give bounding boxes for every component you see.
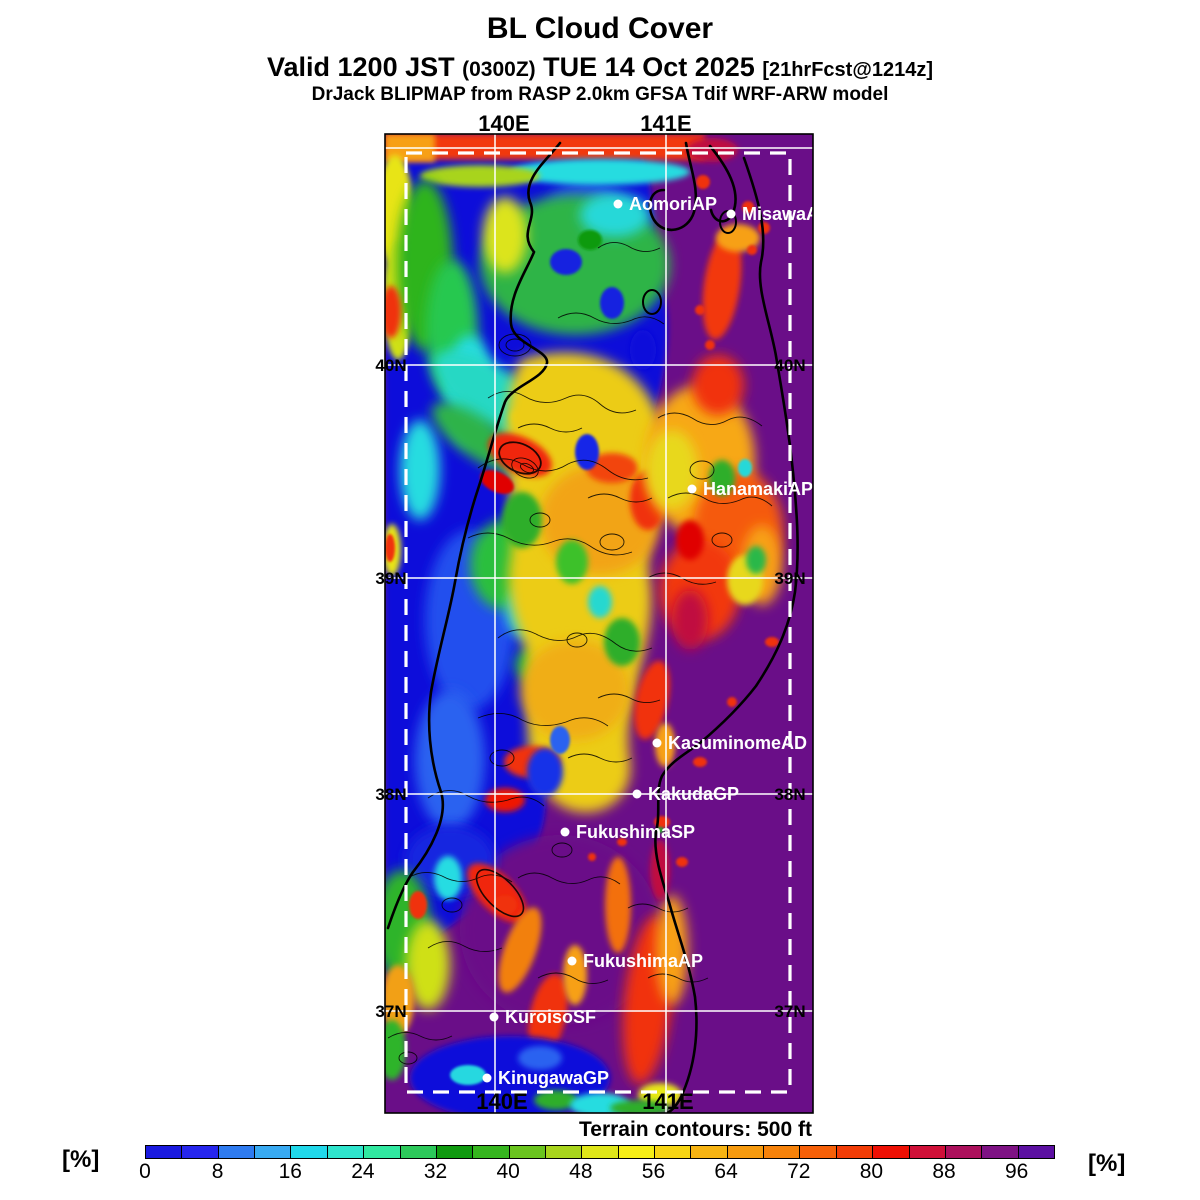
colorbar-segment <box>1017 1146 1054 1158</box>
station-label: HanamakiAP <box>703 479 813 499</box>
station-label: MisawaAD <box>742 204 832 224</box>
colorbar-segment <box>290 1146 327 1158</box>
colorbar-segment <box>181 1146 218 1158</box>
colorbar-segment <box>146 1146 182 1158</box>
station-dot <box>489 1012 499 1022</box>
colorbar-segment <box>435 1146 473 1158</box>
colorbar-tick-label: 88 <box>932 1160 956 1183</box>
station-dot <box>687 484 697 494</box>
map-border <box>384 133 814 1114</box>
colorbar-segment <box>799 1146 836 1158</box>
colorbar-segment <box>544 1146 582 1158</box>
terrain-contours-note: Terrain contours: 500 ft <box>579 1118 812 1141</box>
colorbar-tick-label: 16 <box>278 1160 302 1183</box>
colorbar-segment <box>617 1146 655 1158</box>
colorbar-unit-left: [%] <box>62 1146 100 1173</box>
axis-labels: 140E 141E 140E 141E 40N 39N 38N 37N 40N 39N 38N 37N <box>375 111 805 1114</box>
colorbar-tick-label: 56 <box>641 1160 666 1183</box>
cloud-cover-field <box>385 134 813 1113</box>
station-dot <box>567 956 577 966</box>
lon-label-top: 141E <box>640 111 691 136</box>
lat-label-right: 38N <box>774 785 805 804</box>
page-title: BL Cloud Cover <box>486 12 714 45</box>
station-dot <box>560 827 570 837</box>
station-label: FukushimaSP <box>576 822 695 842</box>
colorbar-segment <box>508 1146 545 1158</box>
colorbar-segment <box>326 1146 364 1158</box>
valid-time-utc: (0300Z) <box>462 58 536 81</box>
colorbar-tick-label: 40 <box>496 1160 520 1183</box>
colorbar-segment <box>581 1146 618 1158</box>
station-dot <box>632 789 642 799</box>
lon-label-bottom: 141E <box>642 1089 693 1114</box>
colorbar-segment <box>254 1146 291 1158</box>
model-info-line: DrJack BLIPMAP from RASP 2.0km GFSA Tdif… <box>311 84 889 105</box>
colorbar-segment <box>835 1146 873 1158</box>
colorbar-tick-label: 8 <box>211 1160 224 1183</box>
domain-boundary-dashed <box>404 151 792 1094</box>
lat-label-left: 37N <box>375 1002 406 1021</box>
valid-time-line: Valid 1200 JST (0300Z) TUE 14 Oct 2025 [… <box>0 52 1200 83</box>
lon-label-bottom: 140E <box>476 1089 527 1114</box>
station-label: KinugawaGP <box>498 1068 609 1088</box>
colorbar-tick-label: 32 <box>423 1160 448 1183</box>
colorbar-segment <box>399 1146 436 1158</box>
station-dot <box>482 1073 492 1083</box>
lon-label-top: 140E <box>478 111 529 136</box>
colorbar-segment <box>763 1146 800 1158</box>
station-label: KasuminomeAD <box>668 733 807 753</box>
colorbar-segment <box>872 1146 909 1158</box>
colorbar-segment <box>217 1146 255 1158</box>
valid-time-main: Valid 1200 JST <box>266 52 455 82</box>
colorbar-tick-labels: 0 8 16 24 32 40 48 56 64 72 80 88 96 <box>139 1160 1053 1184</box>
latlon-grid <box>385 134 813 1113</box>
colorbar-tick-label: 72 <box>787 1160 811 1183</box>
colorbar-tick-label: 64 <box>714 1160 738 1183</box>
terrain-contours <box>387 242 773 1065</box>
lat-label-left: 38N <box>375 785 406 804</box>
colorbar-tick-label: 80 <box>859 1160 884 1183</box>
colorbar-segment <box>726 1146 764 1158</box>
lat-label-right: 40N <box>774 356 805 375</box>
forecast-hour-tag: [21hrFcst@1214z] <box>762 59 933 81</box>
colorbar-segment <box>472 1146 509 1158</box>
lat-label-right: 37N <box>774 1002 805 1021</box>
coastlines <box>386 141 799 1113</box>
colorbar-segment <box>363 1146 400 1158</box>
lat-label-left: 40N <box>375 356 406 375</box>
colorbar-segment <box>654 1146 691 1158</box>
lat-label-right: 39N <box>774 569 805 588</box>
station-markers: AomoriAP MisawaAD HanamakiAP KasuminomeAD Ka… <box>482 194 832 1088</box>
station-dot <box>652 738 662 748</box>
station-dot <box>613 199 623 209</box>
station-dot <box>726 209 736 219</box>
valid-date: TUE 14 Oct 2025 <box>543 52 755 82</box>
colorbar-segment <box>690 1146 727 1158</box>
lat-label-left: 39N <box>375 569 406 588</box>
colorbar-segment <box>944 1146 982 1158</box>
station-label: KakudaGP <box>648 784 739 804</box>
station-label: AomoriAP <box>629 194 717 214</box>
colorbar-tick-label: 24 <box>351 1160 375 1183</box>
colorbar-tick-label: 0 <box>139 1160 151 1183</box>
station-label: FukushimaAP <box>583 951 703 971</box>
colorbar-unit-right: [%] <box>1088 1150 1126 1177</box>
colorbar-segment <box>981 1146 1018 1158</box>
colorbar-segment <box>908 1146 945 1158</box>
colorbar-tick-label: 96 <box>1004 1160 1029 1183</box>
colorbar <box>145 1145 1055 1159</box>
colorbar-tick-label: 48 <box>569 1160 593 1183</box>
station-label: KuroisoSF <box>505 1007 596 1027</box>
